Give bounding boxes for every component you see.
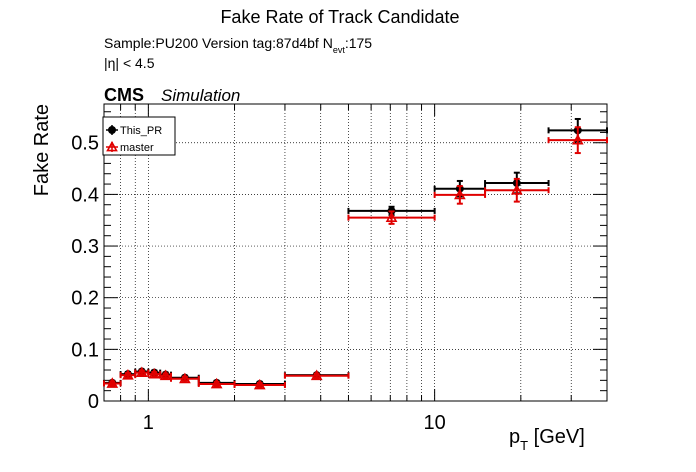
y-tick-label: 0.3	[71, 236, 99, 258]
sample-line: Sample:PU200 Version tag:87d4bf Nevt:175	[104, 35, 372, 55]
legend-label-master: master	[120, 142, 154, 154]
series-this-pr	[103, 117, 608, 388]
x-tick-label: 1	[143, 412, 154, 434]
series-layer	[103, 117, 608, 390]
axis-ticks	[104, 104, 607, 402]
nevt-subscript: evt	[333, 45, 346, 55]
cms-label: CMS	[104, 85, 144, 105]
y-tick-label: 0.5	[71, 133, 99, 155]
data-point	[148, 367, 161, 379]
x-axis-label-main: p	[509, 426, 520, 448]
eta-cut-text: |η| < 4.5	[104, 55, 155, 71]
x-axis-label-unit: [GeV]	[528, 426, 585, 448]
y-axis-label: Fake Rate	[31, 104, 53, 196]
data-point	[310, 369, 323, 381]
simulation-label: Simulation	[161, 86, 240, 105]
data-point	[135, 366, 148, 377]
plot-frame	[103, 103, 608, 402]
nevt-value: :175	[345, 35, 372, 51]
legend-marker	[108, 126, 116, 134]
sample-info-text: Sample:PU200 Version tag:87d4bf N	[104, 35, 333, 51]
legend-marker	[106, 140, 118, 152]
y-tick-label: 0.1	[71, 339, 99, 361]
y-tick-label: 0	[88, 391, 99, 413]
x-axis-label-sub: T	[520, 438, 528, 453]
legend: This_PR master	[102, 116, 176, 156]
data-point	[122, 369, 134, 380]
data-point	[159, 369, 172, 381]
data-point	[253, 378, 266, 390]
grid-lines	[104, 104, 607, 401]
y-tick-label: 0.2	[71, 288, 99, 310]
data-point	[210, 377, 223, 389]
chart-title: Fake Rate of Track Candidate	[220, 7, 459, 27]
data-point	[571, 134, 584, 145]
x-tick-label: 10	[424, 412, 446, 434]
data-point	[179, 372, 191, 384]
data-point	[385, 211, 398, 223]
legend-markers	[106, 125, 118, 152]
legend-label-this-pr: This_PR	[120, 125, 162, 137]
tick-labels: 1 10 0 0.1 0.2 0.3 0.4 0.5	[71, 133, 446, 434]
x-axis-label: pT [GeV]	[509, 426, 585, 453]
y-tick-label: 0.4	[71, 184, 99, 206]
data-point	[106, 377, 119, 388]
data-point	[453, 188, 466, 200]
data-point	[510, 184, 523, 195]
series-master	[103, 126, 608, 390]
